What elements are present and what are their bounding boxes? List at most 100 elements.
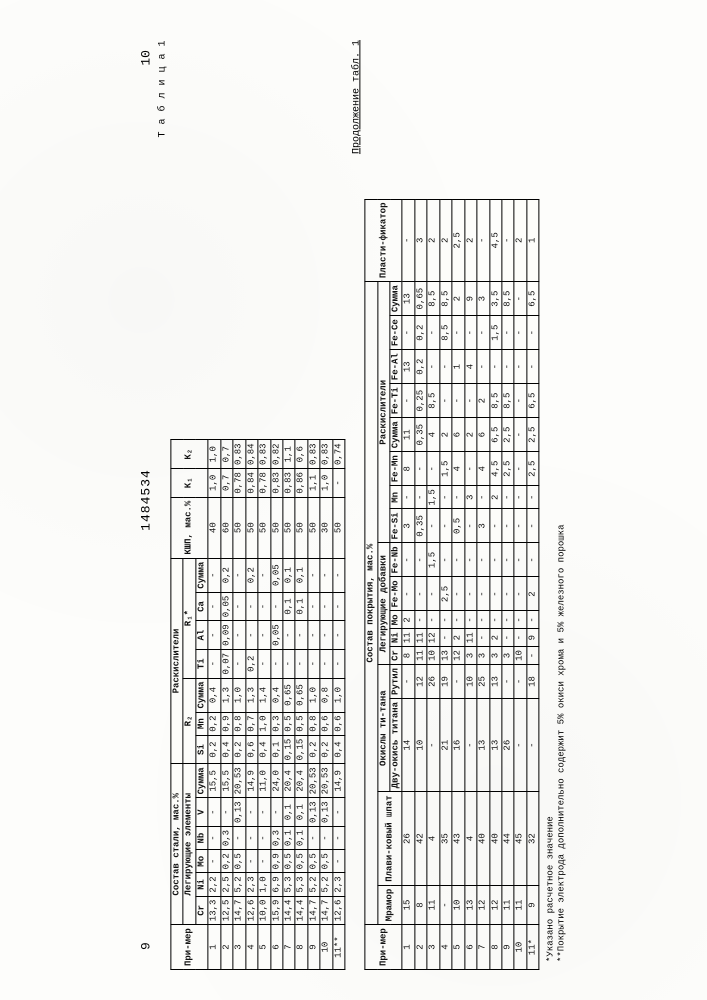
cell: 12,6	[333, 896, 345, 925]
cell: 10,0	[258, 896, 270, 925]
cell: 0,65	[283, 678, 295, 712]
cell: 0,5	[452, 509, 464, 543]
cell: -	[440, 350, 452, 384]
cell: 0,1	[283, 592, 295, 621]
cell: 6,5	[489, 418, 501, 452]
t1-h-r2: R₂	[183, 678, 195, 764]
cell: 1,0	[208, 469, 220, 498]
cell: 8,5	[440, 282, 452, 316]
cell: 6,5	[527, 384, 539, 418]
cell: -	[333, 649, 345, 678]
cell: -	[477, 486, 489, 509]
cell: 0,2	[208, 735, 220, 764]
cell: 26	[502, 698, 514, 791]
t2-c-ni: Ni	[390, 629, 402, 647]
cell: 0,6	[320, 712, 332, 735]
cell: 11	[415, 647, 427, 665]
t1-h-kip: КШП, мас.%	[171, 497, 208, 558]
cell: 14,9	[246, 764, 258, 798]
cell: -	[440, 611, 452, 629]
cell: 4	[477, 452, 489, 486]
table-row: 81240131332----24,56,58,5-1,53,54,5	[489, 199, 501, 969]
cell: 0,4	[258, 735, 270, 764]
page-number-left: 9	[138, 910, 153, 950]
cell: 1,5	[440, 452, 452, 486]
cell: 0,5	[283, 850, 295, 873]
cell: 4	[427, 418, 439, 452]
cell: 20,4	[295, 764, 307, 798]
cell: 2	[489, 486, 501, 509]
cell: -	[514, 509, 526, 543]
t2-h-mramor: Мрамор	[377, 885, 402, 924]
cell: 8,5	[489, 384, 501, 418]
cell: 0,4	[208, 678, 220, 712]
cell: 0,3	[221, 826, 233, 849]
cell: -	[440, 885, 452, 924]
cell: 26	[427, 664, 439, 698]
cell: -	[246, 850, 258, 873]
cell: 0,9	[270, 850, 282, 873]
cell: 2,5	[527, 418, 539, 452]
cell: 1,5	[489, 316, 501, 350]
cell: 0,83	[308, 440, 320, 469]
cell: 2	[221, 925, 233, 970]
cell: 21	[440, 698, 452, 791]
cell: -	[489, 611, 501, 629]
cell: 0,2	[415, 316, 427, 350]
t1-h-primer: При-мер	[171, 925, 208, 970]
cell: -	[308, 592, 320, 621]
cell: 0,15	[283, 735, 295, 764]
cell: -	[270, 592, 282, 621]
cell: -	[208, 649, 220, 678]
cell: 11	[427, 885, 439, 924]
table-row: 6134-10311----3-2-4-92	[465, 199, 477, 969]
cell: 4	[465, 350, 477, 384]
cell: -	[465, 611, 477, 629]
cell: -	[465, 577, 477, 611]
cell: 0,5	[283, 712, 295, 735]
cell: 0,13	[233, 798, 245, 827]
cell: 0,5	[320, 850, 332, 873]
cell: 13	[489, 664, 501, 698]
footnotes: *Указано расчетное значение **Покрытие э…	[546, 30, 567, 970]
t1-c-si: Si	[196, 735, 208, 764]
cell: -	[308, 558, 320, 592]
cell: 50	[308, 497, 320, 558]
t1-h-k1: К₁	[171, 469, 208, 498]
cell: -	[489, 350, 501, 384]
cell: -	[514, 384, 526, 418]
cell: -	[208, 558, 220, 592]
t2-c-fenb: Fe-Nb	[390, 543, 402, 577]
cell: 8	[295, 925, 307, 970]
cell: 4	[452, 452, 464, 486]
cell: 0,5	[295, 850, 307, 873]
cell: 2	[465, 418, 477, 452]
t2-c-feti: Fe-Ti	[390, 384, 402, 418]
cell: -	[440, 509, 452, 543]
cell: 50	[333, 497, 345, 558]
t2-h-dvu: Дву-окись титана	[390, 698, 402, 791]
cell: 8,5	[427, 282, 439, 316]
cell: -	[452, 486, 464, 509]
table-row: 9114426-3------2,52,58,5--8,5-	[502, 199, 514, 969]
cell: 14,7	[320, 896, 332, 925]
cell: 13,3	[208, 896, 220, 925]
cell: -	[208, 798, 220, 827]
cell: 25	[477, 664, 489, 698]
cell: 0,05	[270, 558, 282, 592]
t2-h-plast: Пласти-фикатор	[365, 199, 402, 282]
t1-c-r1s: Сумма	[196, 558, 208, 592]
cell: -	[427, 577, 439, 611]
cell: 1	[208, 925, 220, 970]
page-header: 9 1484534 10	[138, 30, 153, 970]
cell: -	[527, 611, 539, 629]
cell: 6	[270, 925, 282, 970]
cell: -	[514, 611, 526, 629]
cell: 4	[440, 925, 452, 970]
t1-c-ti: Ti	[196, 649, 208, 678]
cell: 2,5	[527, 452, 539, 486]
t2-h-primer: При-мер	[365, 925, 402, 970]
cell: 2,2	[208, 873, 220, 896]
cell: -	[452, 611, 464, 629]
cell: 1,0	[333, 678, 345, 712]
